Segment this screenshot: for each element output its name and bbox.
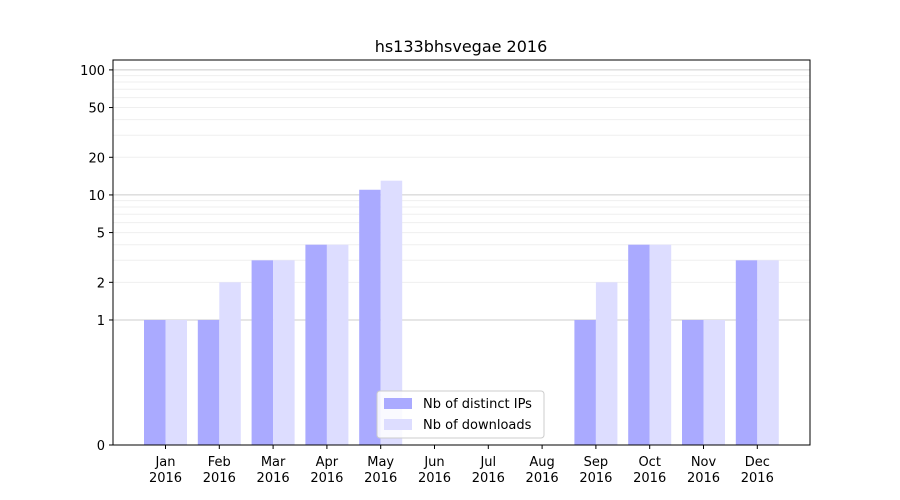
y-tick-label: 10 — [88, 189, 105, 204]
bar-distinct-ips-jan — [144, 319, 166, 445]
y-tick-label: 2 — [97, 276, 105, 291]
x-tick-label: May 2016 — [364, 455, 397, 486]
plot-frame — [112, 59, 811, 446]
x-tick-label: Sep 2016 — [579, 455, 612, 486]
bar-downloads-apr — [326, 244, 349, 445]
y-tick-label: 100 — [80, 64, 105, 79]
x-tick-label: Mar 2016 — [257, 455, 290, 486]
bar-downloads-oct — [649, 244, 672, 445]
y-tick-label: 5 — [97, 227, 105, 242]
bar-downloads-sep — [595, 282, 618, 445]
bar-distinct-ips-nov — [682, 319, 704, 445]
legend-box — [376, 390, 545, 439]
bar-distinct-ips-sep — [574, 319, 596, 445]
x-axis: Jan 2016 Feb 2016 Mar 2016 Apr 2016 May 2016 Jun 20… — [149, 445, 774, 486]
bar-distinct-ips-oct — [628, 244, 650, 445]
bar-distinct-ips-feb — [197, 319, 220, 445]
legend-label: Nb of downloads — [423, 418, 532, 433]
x-tick-label: Jun 2016 — [418, 455, 451, 486]
bars — [144, 180, 779, 445]
x-tick-label: Apr 2016 — [310, 455, 343, 486]
chart-title: hs133bhsvegae 2016 — [375, 37, 548, 56]
grid — [113, 69, 810, 321]
bar-downloads-jan — [165, 319, 187, 445]
x-tick-label: Aug 2016 — [526, 455, 559, 486]
bar-downloads-mar — [273, 260, 295, 445]
bar-downloads-may — [380, 180, 403, 445]
bar-distinct-ips-dec — [735, 260, 758, 445]
x-tick-label: Jul 2016 — [472, 455, 505, 486]
x-tick-label: Jan 2016 — [149, 455, 182, 486]
bar-downloads-dec — [757, 260, 779, 445]
bar-distinct-ips-mar — [251, 260, 274, 445]
legend-label: Nb of distinct IPs — [423, 397, 532, 412]
x-tick-label: Oct 2016 — [633, 455, 666, 486]
bar-distinct-ips-apr — [305, 244, 327, 445]
x-tick-label: Feb 2016 — [203, 455, 236, 486]
y-tick-label: 1 — [97, 314, 105, 329]
x-tick-label: Dec 2016 — [741, 455, 774, 486]
y-tick-label: 20 — [88, 151, 105, 166]
x-tick-label: Nov 2016 — [687, 455, 720, 486]
bar-distinct-ips-may — [359, 189, 381, 445]
legend: Nb of distinct IPs Nb of downloads — [376, 390, 545, 439]
y-tick-label: 0 — [97, 439, 105, 454]
y-axis: 0 1 2 5 10 20 50 100 — [80, 64, 113, 454]
y-tick-label: 50 — [88, 102, 105, 117]
bar-downloads-nov — [703, 319, 725, 445]
legend-swatch — [384, 398, 412, 409]
legend-swatch — [384, 419, 412, 430]
bar-downloads-feb — [219, 282, 241, 445]
